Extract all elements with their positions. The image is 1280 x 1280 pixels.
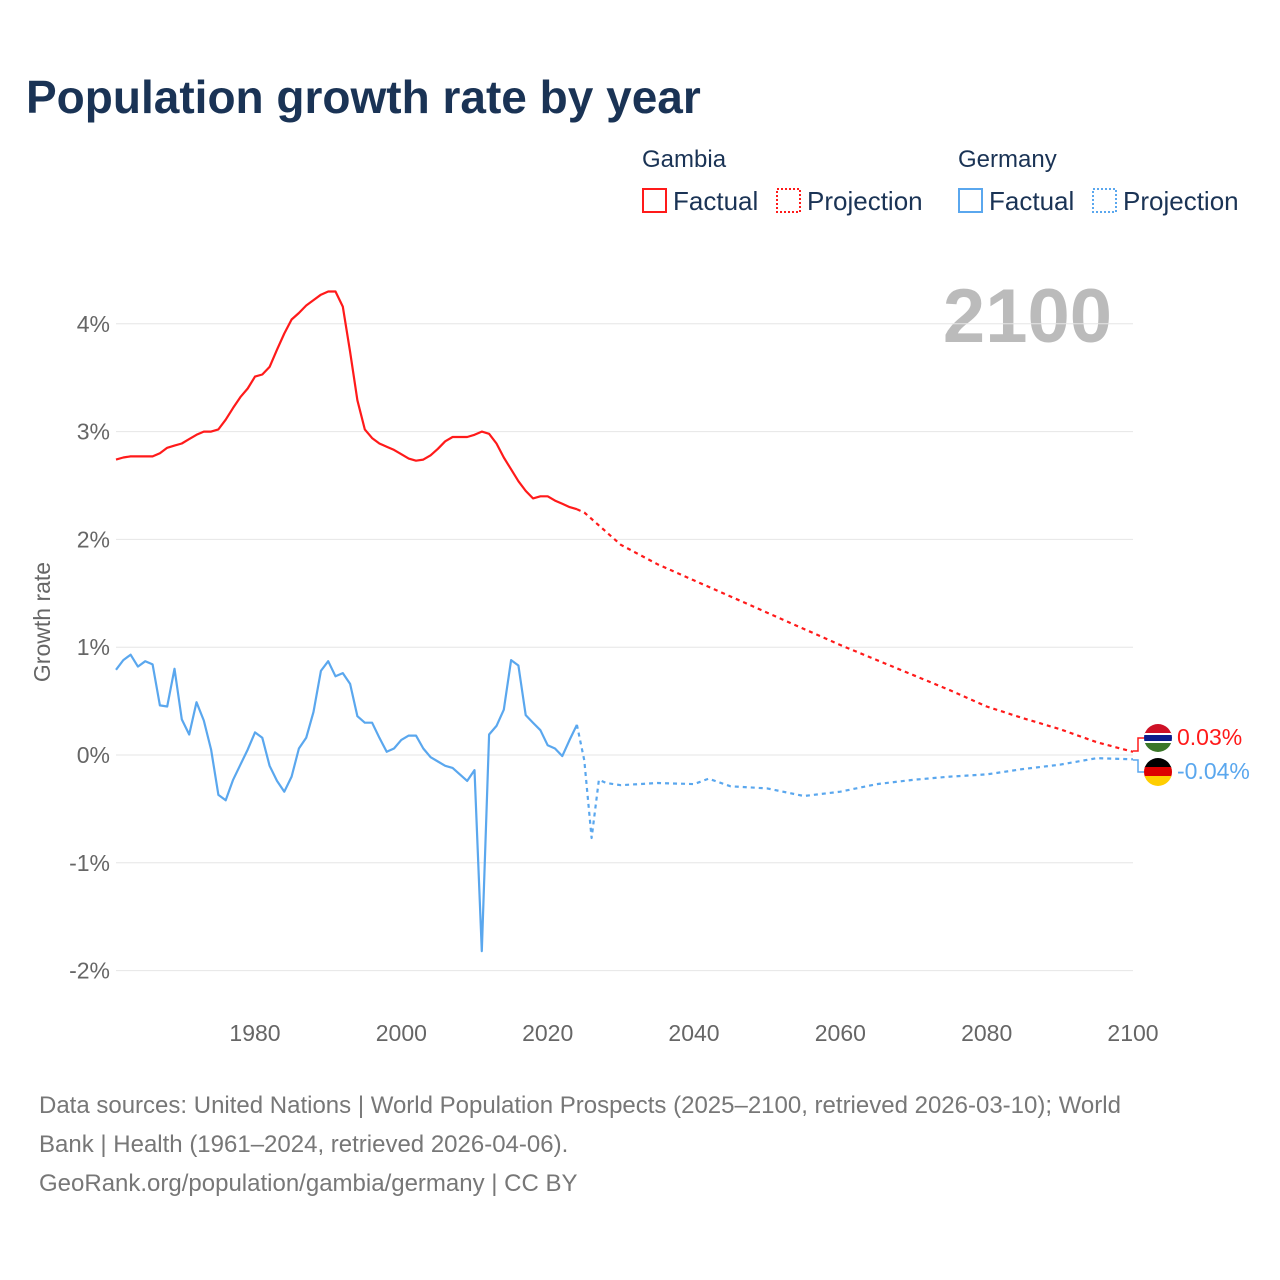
germany-end-value: -0.04% — [1177, 758, 1250, 784]
x-tick-label: 1980 — [229, 1020, 280, 1046]
legend-germany-factual[interactable]: Factual — [989, 186, 1074, 216]
germany-flag-icon — [1144, 758, 1172, 786]
footer-sources-line2: Bank | Health (1961–2024, retrieved 2026… — [39, 1131, 568, 1158]
chart-title: Population growth rate by year — [26, 71, 701, 123]
current-year-label: 2100 — [943, 274, 1112, 359]
end-labels: 0.03% -0.04% — [1133, 724, 1250, 786]
x-axis: 1980 2000 2020 2040 2060 2080 2100 — [229, 1020, 1158, 1046]
legend-germany-projection[interactable]: Projection — [1123, 186, 1239, 216]
series-lines — [115, 290, 1134, 953]
y-tick-label: 0% — [77, 742, 110, 768]
y-axis-label: Growth rate — [29, 562, 55, 682]
y-tick-label: -1% — [69, 850, 110, 876]
y-tick-label: 1% — [77, 634, 110, 660]
x-tick-label: 2020 — [522, 1020, 573, 1046]
legend-group-gambia: Gambia — [642, 146, 727, 173]
legend-group-germany: Germany — [958, 146, 1057, 173]
legend-swatch-germany-factual[interactable] — [958, 188, 983, 213]
series-gambia-projection[interactable] — [576, 508, 1134, 753]
y-tick-label: -2% — [69, 958, 110, 984]
footer-link[interactable]: GeoRank.org/population/gambia/germany | … — [39, 1170, 578, 1197]
series-germany-projection[interactable] — [575, 724, 1134, 840]
series-germany-factual[interactable] — [115, 653, 578, 953]
legend-swatch-germany-projection[interactable] — [1092, 188, 1117, 213]
legend: Gambia Factual Projection Germany Factua… — [642, 146, 1239, 216]
gambia-flag-icon — [1144, 724, 1172, 752]
legend-swatch-gambia-projection[interactable] — [776, 188, 801, 213]
footer-sources-line1: Data sources: United Nations | World Pop… — [39, 1092, 1121, 1119]
germany-connector — [1133, 759, 1144, 773]
gambia-connector — [1133, 737, 1144, 752]
gambia-end-value: 0.03% — [1177, 724, 1242, 750]
legend-gambia-factual[interactable]: Factual — [673, 186, 758, 216]
x-tick-label: 2080 — [961, 1020, 1012, 1046]
x-tick-label: 2000 — [376, 1020, 427, 1046]
y-axis: -2% -1% 0% 1% 2% 3% 4% — [69, 311, 110, 984]
y-tick-label: 2% — [77, 526, 110, 552]
legend-swatch-gambia-factual[interactable] — [642, 188, 667, 213]
y-tick-label: 3% — [77, 419, 110, 445]
x-tick-label: 2040 — [668, 1020, 719, 1046]
y-tick-label: 4% — [77, 311, 110, 337]
legend-gambia-projection[interactable]: Projection — [807, 186, 923, 216]
series-gambia-factual[interactable] — [115, 290, 578, 511]
x-tick-label: 2100 — [1107, 1020, 1158, 1046]
x-tick-label: 2060 — [815, 1020, 866, 1046]
gridlines — [116, 323, 1133, 972]
